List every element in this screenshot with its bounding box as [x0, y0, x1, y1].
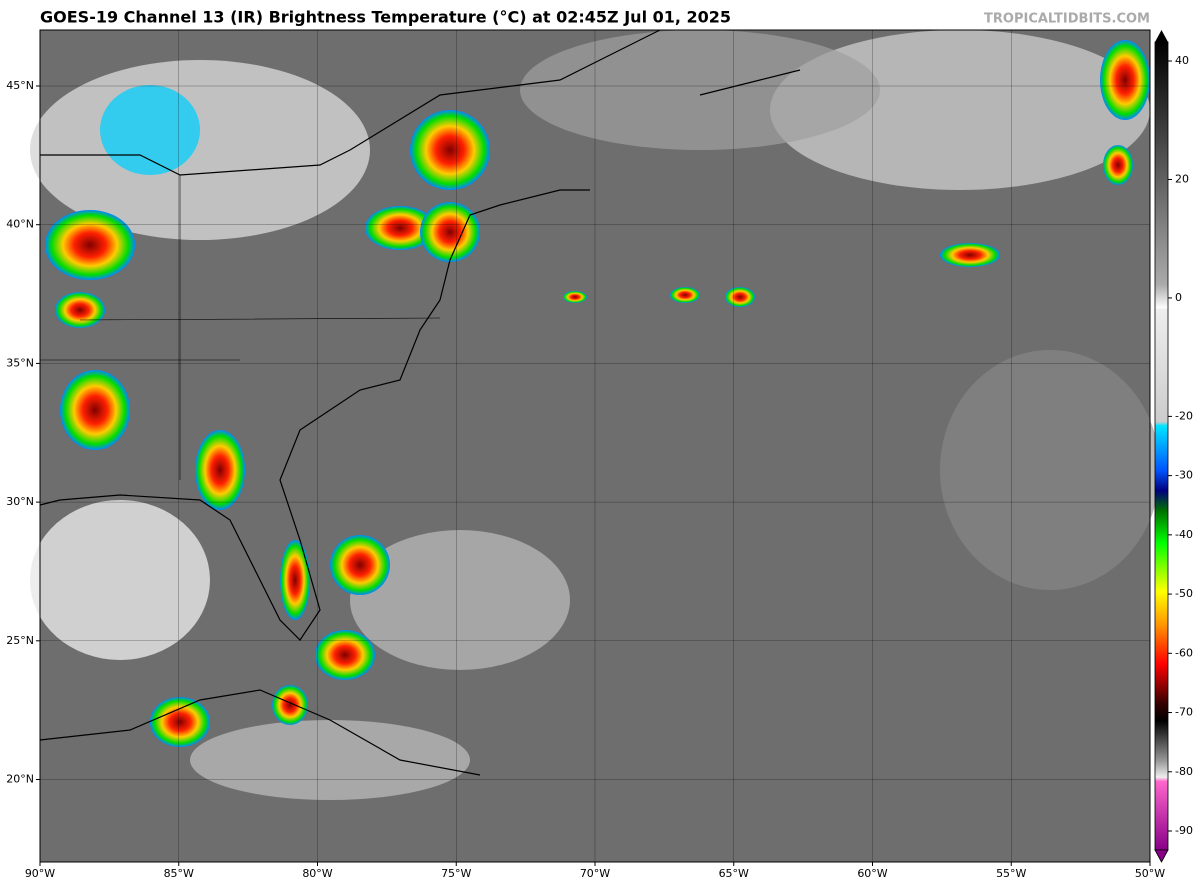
- colorbar-label: 40: [1175, 54, 1189, 67]
- lon-label: 60°W: [857, 867, 887, 880]
- lon-label: 70°W: [580, 867, 610, 880]
- lon-label: 85°W: [164, 867, 194, 880]
- colorbar-label: -30: [1175, 469, 1193, 482]
- lon-label: 75°W: [441, 867, 471, 880]
- lat-label: 40°N: [6, 218, 34, 231]
- lat-label: 45°N: [6, 79, 34, 92]
- lon-label: 65°W: [719, 867, 749, 880]
- lat-label: 35°N: [6, 356, 34, 369]
- colorbar-label: -40: [1175, 528, 1193, 541]
- colorbar-label: -80: [1175, 765, 1193, 778]
- lat-label: 30°N: [6, 495, 34, 508]
- colorbar: [1154, 30, 1169, 863]
- lat-label: 25°N: [6, 634, 34, 647]
- lon-label: 90°W: [25, 867, 55, 880]
- colorbar-label: 0: [1175, 291, 1182, 304]
- watermark: TROPICALTIDBITS.COM: [984, 12, 1150, 27]
- colorbar-label: 20: [1175, 172, 1189, 185]
- colorbar-label: -60: [1175, 646, 1193, 659]
- colorbar-label: -20: [1175, 409, 1193, 422]
- colorbar-label: -90: [1175, 824, 1193, 837]
- title: GOES-19 Channel 13 (IR) Brightness Tempe…: [40, 8, 731, 27]
- lon-label: 50°W: [1135, 867, 1165, 880]
- lat-label: 20°N: [6, 773, 34, 786]
- lon-label: 55°W: [996, 867, 1026, 880]
- colorbar-label: -70: [1175, 706, 1193, 719]
- lon-label: 80°W: [302, 867, 332, 880]
- colorbar-label: -50: [1175, 587, 1193, 600]
